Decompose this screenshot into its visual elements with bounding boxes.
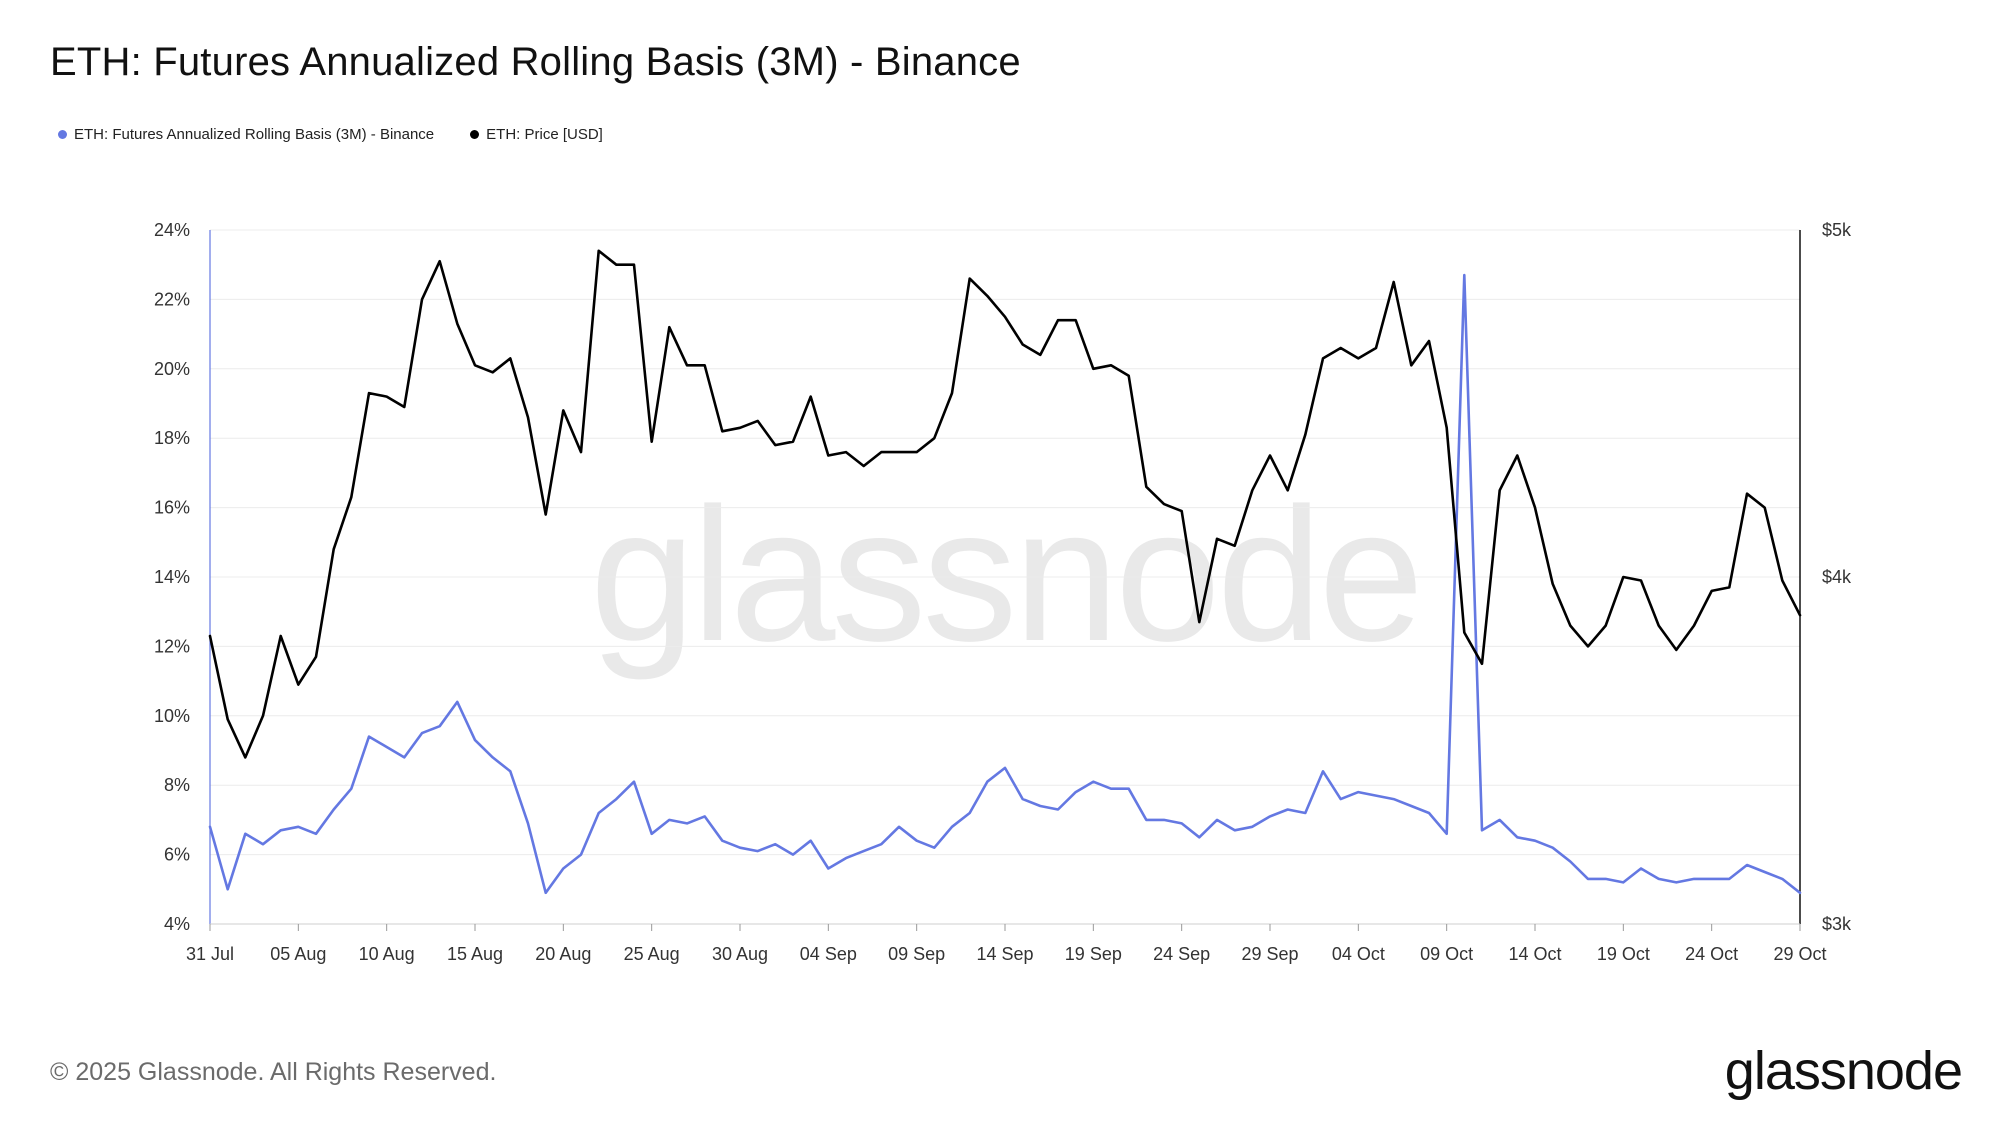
- x-tick-label: 19 Oct: [1597, 944, 1650, 964]
- legend-dot-basis: [58, 130, 67, 139]
- y-left-tick-label: 10%: [154, 706, 190, 726]
- x-tick-label: 10 Aug: [359, 944, 415, 964]
- y-left-tick-label: 6%: [164, 845, 190, 865]
- y-left-tick-label: 18%: [154, 428, 190, 448]
- y-left-tick-label: 16%: [154, 498, 190, 518]
- y-right-tick-label: $5k: [1822, 220, 1852, 240]
- watermark: glassnode: [590, 469, 1424, 681]
- x-tick-label: 20 Aug: [535, 944, 591, 964]
- x-tick-label: 05 Aug: [270, 944, 326, 964]
- x-tick-label: 14 Sep: [976, 944, 1033, 964]
- chart-title: ETH: Futures Annualized Rolling Basis (3…: [50, 40, 1021, 84]
- legend-item-basis[interactable]: ETH: Futures Annualized Rolling Basis (3…: [58, 126, 434, 143]
- x-tick-label: 14 Oct: [1508, 944, 1561, 964]
- x-tick-label: 24 Oct: [1685, 944, 1738, 964]
- x-tick-label: 31 Jul: [186, 944, 234, 964]
- x-tick-label: 04 Oct: [1332, 944, 1385, 964]
- legend-label-price: ETH: Price [USD]: [486, 126, 603, 143]
- series-line-basis: [208, 273, 1802, 895]
- x-tick-label: 09 Oct: [1420, 944, 1473, 964]
- axes: 4% 6% 8% 10% 12% 14% 16% 18% 20% 22% 24% $3k $4k $5k 3…: [154, 220, 1852, 964]
- footer-copyright: © 2025 Glassnode. All Rights Reserved.: [50, 1058, 497, 1086]
- legend-dot-price: [470, 130, 480, 139]
- y-left-tick-label: 22%: [154, 289, 190, 309]
- x-tick-label: 15 Aug: [447, 944, 503, 964]
- x-tick-label: 09 Sep: [888, 944, 945, 964]
- legend-label-basis: ETH: Futures Annualized Rolling Basis (3…: [74, 126, 435, 143]
- x-tick-label: 29 Oct: [1773, 944, 1826, 964]
- x-tick-label: 19 Sep: [1065, 944, 1122, 964]
- chart-legend: ETH: Futures Annualized Rolling Basis (3…: [58, 126, 603, 143]
- y-left-tick-label: 24%: [154, 220, 190, 240]
- x-tick-label: 04 Sep: [800, 944, 857, 964]
- series-line-price: [208, 249, 1802, 759]
- x-tick-label: 25 Aug: [624, 944, 680, 964]
- series-lines: [208, 249, 1802, 895]
- footer-logo[interactable]: glassnode: [1724, 1041, 1963, 1101]
- y-left-tick-label: 12%: [154, 636, 190, 656]
- x-tick-label: 30 Aug: [712, 944, 768, 964]
- y-left-tick-label: 14%: [154, 567, 190, 587]
- legend-item-price[interactable]: ETH: Price [USD]: [470, 126, 603, 143]
- watermark-text: glassnode: [590, 469, 1420, 681]
- y-right-tick-label: $3k: [1822, 914, 1852, 934]
- y-left-tick-label: 4%: [164, 914, 190, 934]
- y-left-tick-label: 8%: [164, 775, 190, 795]
- grid-lines: [210, 229, 1800, 925]
- y-left-tick-label: 20%: [154, 359, 190, 379]
- y-right-tick-label: $4k: [1822, 567, 1852, 587]
- x-tick-label: 24 Sep: [1153, 944, 1210, 964]
- x-tick-label: 29 Sep: [1241, 944, 1298, 964]
